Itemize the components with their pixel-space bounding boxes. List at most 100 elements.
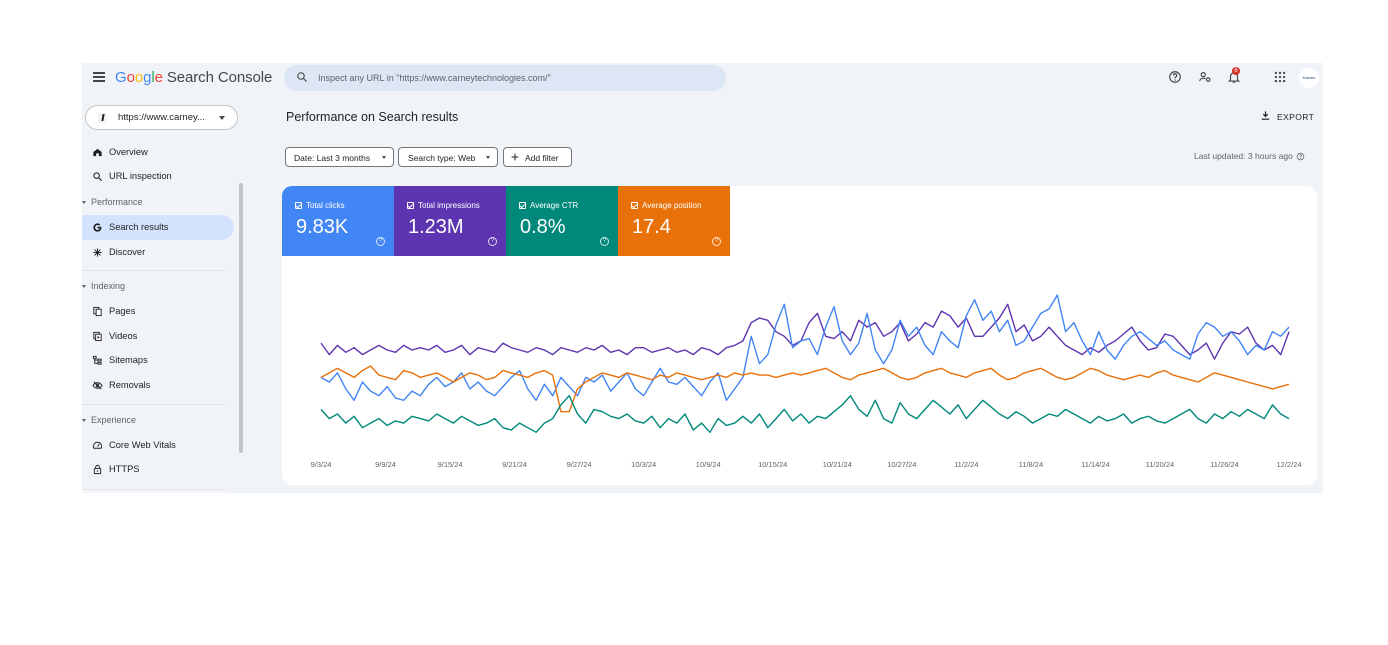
series-line-3[interactable]: [320, 394, 1290, 434]
sidebar-item-https[interactable]: HTTPS: [82, 457, 234, 482]
sidebar-item-sitemaps[interactable]: Sitemaps: [82, 348, 234, 373]
nav-section-experience[interactable]: Experience: [82, 415, 136, 425]
apps-icon[interactable]: [1273, 70, 1287, 84]
logo-letter: o: [126, 69, 135, 86]
metric-value: 0.8%: [520, 216, 566, 238]
sidebar-item-discover[interactable]: Discover: [82, 240, 234, 265]
sidebar-item-label: Removals: [109, 380, 151, 390]
x-tick-label: 10/3/24: [631, 460, 656, 469]
search-icon: [93, 172, 103, 182]
home-icon: [93, 148, 102, 157]
series-line-2[interactable]: [320, 365, 1290, 413]
sidebar-item-pages[interactable]: Pages: [82, 299, 234, 324]
checkbox-checked-icon[interactable]: [519, 202, 526, 209]
metric-label: Total impressions: [407, 201, 480, 210]
caret-down-icon: [486, 156, 490, 159]
x-tick-label: 12/2/24: [1276, 460, 1301, 469]
export-label: EXPORT: [1277, 112, 1315, 122]
metric-label-text: Total impressions: [418, 201, 480, 210]
logo-text: Search Console: [162, 69, 273, 86]
help-icon[interactable]: ?: [488, 237, 497, 246]
url-inspect-input[interactable]: [318, 69, 718, 87]
metric-value: 17.4: [632, 216, 671, 238]
sidebar-item-label: Overview: [109, 147, 148, 157]
add-filter-button[interactable]: Add filter: [503, 147, 572, 167]
sidebar-item-label: Sitemaps: [109, 355, 148, 365]
x-tick-label: 11/14/24: [1081, 460, 1110, 469]
x-tick-label: 9/27/24: [567, 460, 592, 469]
nav-section-title: Experience: [91, 415, 137, 425]
sidebar-item-removals[interactable]: Removals: [82, 373, 234, 398]
metric-total-impressions[interactable]: Total impressions 1.23M ?: [394, 186, 506, 256]
metric-label: Average position: [631, 201, 701, 210]
x-tick-label: 9/9/24: [375, 460, 396, 469]
metric-average-position[interactable]: Average position 17.4 ?: [618, 186, 730, 256]
sidebar-item-url-inspection[interactable]: URL inspection: [82, 164, 234, 189]
metric-average-ctr[interactable]: Average CTR 0.8% ?: [506, 186, 618, 256]
logo-letter: e: [154, 69, 163, 86]
search-type-label: Search type: Web: [408, 153, 476, 163]
checkbox-checked-icon[interactable]: [631, 202, 638, 209]
url-inspect-search-bar[interactable]: [284, 65, 726, 91]
sidebar-scrollbar[interactable]: [239, 183, 243, 453]
series-line-0[interactable]: [320, 303, 1290, 360]
last-updated-label: Last updated: 3 hours ago: [1194, 151, 1293, 161]
add-filter-label: Add filter: [525, 153, 559, 163]
x-tick-label: 10/9/24: [696, 460, 721, 469]
property-label: https://www.carney...: [118, 112, 205, 123]
sidebar-item-overview[interactable]: Overview: [82, 140, 234, 165]
menu-icon[interactable]: [93, 72, 105, 82]
chevron-down-icon: [82, 201, 86, 205]
chevron-down-icon: [82, 419, 86, 423]
nav-section-indexing[interactable]: Indexing: [82, 281, 125, 291]
caret-down-icon: [382, 156, 386, 159]
logo-letter: o: [134, 69, 144, 86]
nav-section-title: Performance: [91, 197, 143, 207]
date-filter-chip[interactable]: Date: Last 3 months: [285, 147, 394, 167]
metric-label-text: Total clicks: [306, 201, 345, 210]
videos-icon: [93, 331, 102, 342]
account-avatar[interactable]: Kaemo: [1299, 68, 1319, 88]
manage-users-icon[interactable]: [1198, 70, 1212, 84]
help-icon[interactable]: ?: [712, 237, 721, 246]
sidebar-item-label: Pages: [109, 306, 136, 316]
logo-letter: G: [115, 69, 127, 86]
nav-divider: [82, 270, 226, 271]
last-updated-text: Last updated: 3 hours ago: [1194, 151, 1305, 161]
google-g-icon: [93, 223, 102, 232]
x-tick-label: 10/27/24: [887, 460, 916, 469]
sidebar-item-label: Discover: [109, 247, 146, 257]
sidebar-item-core-web-vitals[interactable]: Core Web Vitals: [82, 433, 234, 458]
help-icon[interactable]: ?: [376, 237, 385, 246]
search-type-filter-chip[interactable]: Search type: Web: [398, 147, 498, 167]
x-tick-label: 11/8/24: [1019, 460, 1043, 469]
x-tick-label: 11/26/24: [1210, 460, 1239, 469]
help-icon[interactable]: [1296, 152, 1305, 161]
metric-total-clicks[interactable]: Total clicks 9.83K ?: [282, 186, 394, 256]
checkbox-checked-icon[interactable]: [295, 202, 302, 209]
checkbox-checked-icon[interactable]: [407, 202, 414, 209]
series-line-1[interactable]: [320, 294, 1290, 402]
logo-letter: l: [151, 69, 155, 86]
x-tick-label: 10/21/24: [823, 460, 852, 469]
site-favicon-icon: [98, 113, 107, 123]
help-icon[interactable]: [1168, 70, 1182, 84]
metric-label-text: Average CTR: [530, 201, 579, 210]
top-bar: Google Search Console 6 Kaemo: [82, 63, 1323, 93]
property-selector[interactable]: https://www.carney...: [85, 105, 238, 130]
nav-section-performance[interactable]: Performance: [82, 197, 143, 207]
help-icon[interactable]: ?: [600, 237, 609, 246]
x-tick-label: 9/3/24: [311, 460, 332, 469]
date-filter-label: Date: Last 3 months: [294, 153, 371, 163]
removals-icon: [92, 381, 103, 390]
nav-divider: [82, 404, 226, 405]
performance-line-chart[interactable]: 9/3/24 9/9/24 9/15/24 9/21/24 9/27/24 10/3/24…: [282, 256, 1317, 485]
performance-card: Total clicks 9.83K ? Total impressions 1…: [282, 186, 1317, 485]
x-tick-label: 11/2/24: [954, 460, 978, 469]
sidebar-item-search-results[interactable]: Search results: [82, 215, 234, 240]
caret-down-icon: [219, 116, 225, 120]
sidebar-item-videos[interactable]: Videos: [82, 324, 234, 349]
search-console-logo[interactable]: Google Search Console: [115, 69, 272, 86]
metric-label: Average CTR: [519, 201, 578, 210]
page-title: Performance on Search results: [286, 110, 459, 124]
